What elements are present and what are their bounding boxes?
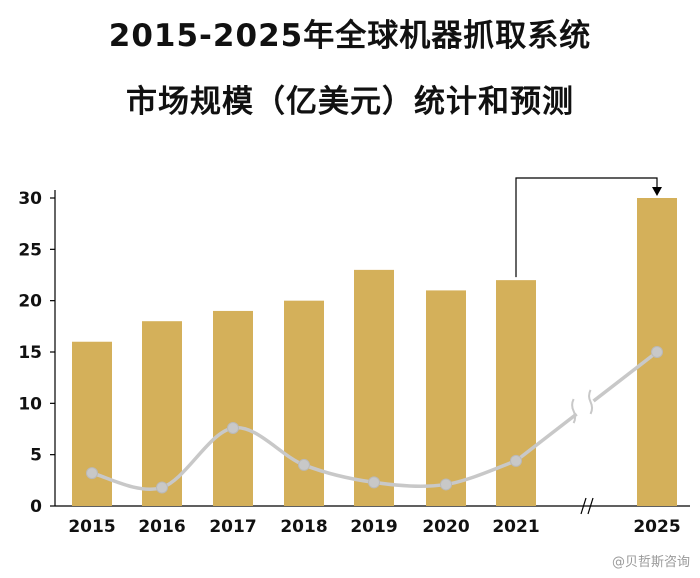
line-break-mark [571, 398, 577, 424]
bar [354, 269, 394, 506]
bar [496, 280, 536, 506]
x-tick-label: 2018 [280, 517, 327, 537]
x-tick-label: 2021 [492, 517, 539, 537]
line-point [440, 478, 452, 491]
x-tick-label: 2020 [422, 517, 469, 537]
title-line-1: 2015-2025年全球机器抓取系统 [108, 18, 592, 54]
y-tick-label: 30 [18, 189, 42, 209]
axis-break-mark [587, 497, 594, 515]
watermark: @贝哲斯咨询 [611, 555, 690, 570]
y-tick-label: 20 [18, 292, 42, 312]
line-point [156, 481, 168, 494]
line-point [227, 421, 239, 434]
title-line-2: 市场规模（亿美元）统计和预测 [126, 84, 574, 120]
line-break-mark [588, 389, 594, 415]
bar [426, 290, 466, 506]
x-tick-label: 2016 [138, 517, 185, 537]
x-tick-label: 2019 [350, 517, 397, 537]
chart-title: 2015-2025年全球机器抓取系统 市场规模（亿美元）统计和预测 [0, 14, 700, 124]
y-tick-label: 15 [18, 343, 42, 363]
x-tick-label: 2017 [209, 517, 256, 537]
y-tick-label: 25 [18, 240, 42, 260]
line-point [298, 458, 310, 471]
bar [284, 300, 324, 506]
y-tick-label: 10 [18, 394, 42, 414]
comparison-connector [515, 177, 658, 278]
bar [213, 310, 253, 506]
connector-arrowhead [652, 187, 662, 196]
line-point [368, 476, 380, 489]
x-tick-label: 2015 [68, 517, 115, 537]
x-tick-label: 2025 [633, 517, 680, 537]
series-line-segment [592, 350, 659, 403]
y-tick-label: 5 [30, 446, 42, 466]
line-point [86, 467, 98, 480]
y-tick-label: 0 [30, 497, 42, 517]
line-point [510, 454, 522, 467]
line-point [651, 346, 663, 358]
bar [72, 341, 112, 506]
bar [142, 321, 182, 506]
axis-break-mark [580, 497, 587, 515]
series-line-segment [514, 412, 578, 463]
